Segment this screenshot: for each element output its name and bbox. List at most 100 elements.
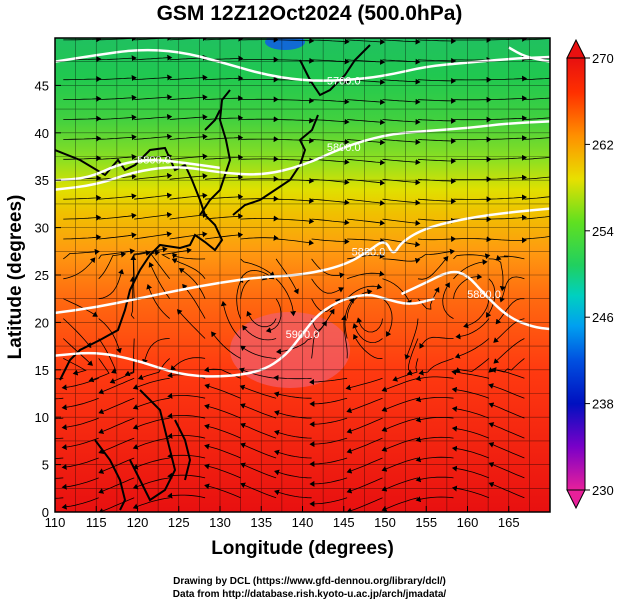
- streamline: [55, 457, 64, 459]
- colorbar-tick-label: 246: [592, 310, 614, 325]
- streamline: [134, 192, 173, 200]
- streamline: [169, 173, 208, 180]
- chart-title: GSM 12Z12Oct2024 (500.0hPa): [156, 2, 463, 25]
- streamline: [495, 298, 525, 325]
- streamline: [381, 477, 419, 492]
- streamline: [309, 417, 348, 428]
- y-tick-label: 0: [42, 505, 49, 520]
- streamline: [63, 115, 102, 122]
- contour-label: 5880.0: [467, 289, 501, 301]
- streamline: [63, 38, 102, 43]
- streamline: [167, 432, 206, 439]
- streamline: [204, 483, 241, 499]
- streamline: [265, 298, 282, 334]
- colorbar-max-arrow: [566, 38, 586, 59]
- y-tick-label: 40: [35, 126, 49, 141]
- x-tick-label: 145: [333, 515, 355, 530]
- streamline: [63, 257, 96, 280]
- streamline: [276, 238, 314, 246]
- streamline: [524, 77, 550, 81]
- streamline: [276, 117, 315, 124]
- streamline: [311, 218, 350, 226]
- streamline: [55, 477, 64, 479]
- streamline: [61, 437, 99, 450]
- streamline: [404, 318, 419, 360]
- streamline: [63, 298, 98, 317]
- streamline: [98, 248, 135, 260]
- streamline: [453, 273, 483, 299]
- streamline: [344, 298, 355, 339]
- x-tick-label: 110: [45, 515, 66, 530]
- streamline: [381, 457, 419, 472]
- streamline: [524, 215, 550, 220]
- streamline: [347, 198, 385, 206]
- streamline: [98, 232, 137, 240]
- streamline: [240, 215, 279, 222]
- streamline: [63, 234, 102, 241]
- streamline: [55, 497, 64, 499]
- streamline: [63, 95, 102, 102]
- streamline: [381, 377, 419, 392]
- streamline: [491, 358, 525, 374]
- y-tick-label: 5: [42, 458, 49, 473]
- streamline: [451, 425, 490, 439]
- streamline: [488, 383, 525, 399]
- streamline: [415, 416, 454, 423]
- streamline: [240, 482, 277, 499]
- streamline: [167, 392, 206, 399]
- streamline: [346, 497, 383, 512]
- streamline: [98, 94, 137, 101]
- streamline: [130, 255, 137, 299]
- streamline: [205, 134, 244, 141]
- streamline: [240, 442, 277, 459]
- streamline: [98, 268, 124, 300]
- streamline: [142, 338, 170, 365]
- streamline: [169, 94, 208, 101]
- streamline: [273, 391, 312, 399]
- streamline: [417, 217, 457, 224]
- x-axis-label: Longitude (degrees): [211, 538, 394, 559]
- streamline: [276, 137, 315, 144]
- streamline: [417, 77, 457, 84]
- streamline: [311, 138, 350, 145]
- streamline: [382, 198, 421, 206]
- streamline: [61, 397, 99, 411]
- colorbar-tick-label: 238: [592, 397, 614, 412]
- streamline: [524, 58, 550, 61]
- streamline: [347, 119, 386, 126]
- streamline: [311, 258, 345, 279]
- streamline: [453, 259, 488, 280]
- colorbar-ticks: 230 238 246 254 262 270: [585, 51, 614, 498]
- streamline: [169, 133, 208, 140]
- streamline: [242, 325, 277, 341]
- streamline: [347, 252, 385, 260]
- streamline: [356, 317, 383, 333]
- streamline: [488, 115, 528, 122]
- colorbar-tick-label: 230: [592, 483, 614, 498]
- streamline: [61, 497, 99, 510]
- streamline: [274, 449, 312, 459]
- streamline: [309, 437, 348, 448]
- streamline: [524, 235, 550, 240]
- wind-streamlines: [55, 38, 550, 512]
- streamline: [246, 310, 277, 328]
- streamline: [451, 445, 490, 459]
- streamline: [382, 98, 421, 105]
- streamline: [55, 437, 64, 439]
- x-tick-label: 165: [498, 515, 520, 530]
- colorbar-tick-label: 254: [592, 224, 614, 239]
- streamline: [381, 437, 419, 452]
- streamline: [146, 283, 170, 319]
- streamline: [240, 175, 279, 182]
- streamline: [63, 135, 102, 142]
- x-tick-label: 130: [209, 515, 231, 530]
- streamline: [417, 38, 457, 44]
- streamline: [524, 38, 550, 41]
- y-axis-label: Latitude (degrees): [5, 194, 26, 360]
- x-tick-label: 155: [415, 515, 437, 530]
- streamline: [451, 369, 490, 379]
- streamline: [134, 94, 173, 101]
- streamline: [309, 397, 348, 407]
- streamline: [204, 443, 241, 459]
